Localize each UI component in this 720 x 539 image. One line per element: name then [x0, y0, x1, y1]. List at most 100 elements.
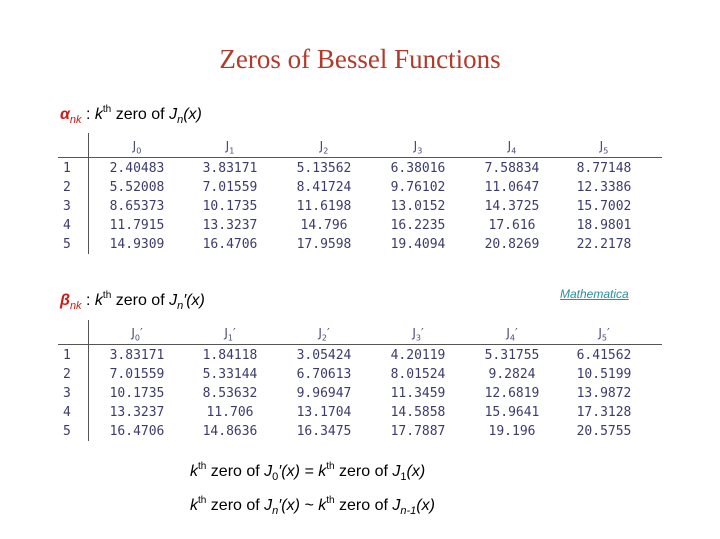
text: J	[225, 139, 230, 153]
cell: 12.6819	[484, 386, 540, 401]
subscript: 0	[136, 146, 142, 156]
text: J	[599, 139, 604, 153]
column-header: J3	[388, 139, 448, 155]
text: J	[132, 139, 137, 153]
cell: 13.1704	[296, 405, 352, 420]
heading: αnk : kth zero of Jn(x)	[60, 104, 202, 126]
row-index: 2	[63, 180, 71, 195]
cell: 10.1735	[202, 199, 258, 214]
symbol: α	[60, 106, 70, 123]
subscript: n	[177, 114, 184, 126]
row-index: 5	[63, 237, 71, 252]
cell: 16.4706	[202, 237, 258, 252]
rule	[88, 320, 89, 441]
subscript: 5	[601, 333, 607, 343]
subscript: 4	[511, 146, 517, 156]
text: zero of	[339, 497, 388, 514]
cell: 14.5858	[390, 405, 446, 420]
text: (x)	[183, 106, 202, 123]
rule	[58, 157, 662, 158]
text: k	[190, 463, 198, 480]
cell: 13.9872	[576, 386, 632, 401]
cell: 8.65373	[109, 199, 165, 214]
text: ′(x) =	[278, 463, 314, 480]
cell: 13.3237	[109, 405, 165, 420]
cell: 5.52008	[109, 180, 165, 195]
cell: 3.05424	[296, 348, 352, 363]
text: ′	[420, 326, 424, 340]
row-index: 3	[63, 199, 71, 214]
text: :	[86, 106, 91, 123]
superscript: th	[102, 290, 112, 301]
cell: 11.706	[206, 405, 254, 420]
cell: 14.796	[300, 218, 348, 233]
cell: 6.38016	[390, 161, 446, 176]
column-header: J4′	[482, 326, 542, 342]
text: ′	[139, 326, 143, 340]
column-header: J1′	[200, 326, 260, 342]
cell: 20.5755	[576, 424, 632, 439]
subscript: n-1	[400, 505, 417, 517]
cell: 11.6198	[296, 199, 352, 214]
cell: 8.01524	[390, 367, 446, 382]
row-index: 1	[63, 348, 71, 363]
cell: 8.41724	[296, 180, 352, 195]
text: J	[507, 139, 512, 153]
row-index: 1	[63, 161, 71, 176]
cell: 12.3386	[576, 180, 632, 195]
cell: 11.0647	[484, 180, 540, 195]
relation: kth zero of Jn′(x) ~ kth zero of Jn-1(x)	[190, 495, 435, 517]
text: zero of	[210, 463, 260, 480]
text: ′	[232, 326, 236, 340]
cell: 17.7887	[390, 424, 446, 439]
subscript: n	[272, 505, 279, 517]
text: J	[319, 139, 324, 153]
rule	[58, 344, 662, 345]
cell: 4.20119	[390, 348, 446, 363]
cell: 5.31755	[484, 348, 540, 363]
subscript: nk	[69, 300, 82, 312]
cell: 7.01559	[202, 180, 258, 195]
superscript: th	[198, 461, 207, 472]
text: (x)	[406, 463, 426, 480]
column-header: J0	[107, 139, 167, 155]
subscript: 2	[321, 333, 327, 343]
cell: 6.41562	[576, 348, 632, 363]
text: ′	[606, 326, 610, 340]
superscript: th	[102, 104, 112, 115]
text: zero of	[115, 292, 165, 309]
subscript: nk	[69, 114, 82, 126]
column-header: J3′	[388, 326, 448, 342]
cell: 10.1735	[109, 386, 165, 401]
subscript: n	[177, 300, 184, 312]
text: J	[169, 292, 178, 309]
relation: kth zero of J0′(x) = kth zero of J1(x)	[190, 461, 425, 483]
cell: 16.2235	[390, 218, 446, 233]
subscript: 1	[229, 146, 235, 156]
cell: 7.01559	[109, 367, 165, 382]
cell: 17.3128	[576, 405, 632, 420]
column-header: J1	[200, 139, 260, 155]
subscript: 0	[272, 471, 279, 483]
text: ′	[326, 326, 330, 340]
row-index: 4	[63, 218, 71, 233]
superscript: th	[326, 495, 335, 506]
text: J	[224, 326, 228, 340]
text: J	[392, 497, 401, 514]
cell: 22.2178	[576, 237, 632, 252]
cell: 20.8269	[484, 237, 540, 252]
cell: 14.9309	[109, 237, 165, 252]
row-index: 3	[63, 386, 71, 401]
text: J	[264, 463, 273, 480]
text: (x)	[416, 497, 435, 514]
link[interactable]: Mathematica	[560, 287, 629, 301]
text: k	[318, 497, 327, 514]
cell: 13.3237	[202, 218, 258, 233]
text: k	[94, 292, 103, 309]
heading: βnk : kth zero of Jn′(x)	[60, 290, 205, 312]
text: ′	[514, 326, 518, 340]
text: zero of	[115, 106, 165, 123]
subscript: 5	[603, 146, 609, 156]
text: J	[169, 106, 178, 123]
